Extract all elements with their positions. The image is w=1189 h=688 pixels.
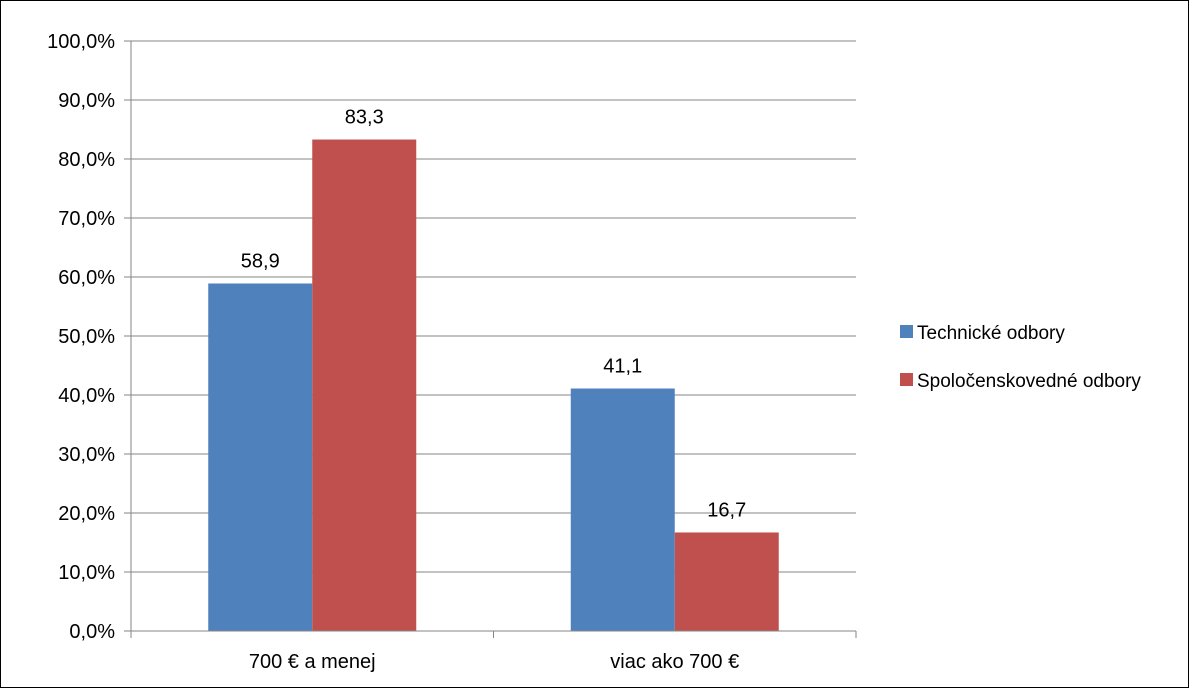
y-tick-label: 30,0% [58, 444, 115, 466]
y-tick-label: 40,0% [58, 385, 115, 407]
legend-label: Technické odbory [917, 323, 1065, 344]
bar [208, 283, 313, 631]
x-tick-label: 700 € a menej [249, 651, 376, 673]
data-label: 16,7 [707, 499, 746, 521]
bar [312, 139, 417, 631]
legend-label: Spoločenskovedné odbory [917, 371, 1141, 392]
bar [674, 532, 779, 631]
legend-swatch [900, 325, 913, 338]
axes: 0,0% 10,0% 20,0% 30,0% 40,0% 50,0% 60,0% 70,0% 8… [47, 31, 857, 673]
y-tick-label: 50,0% [58, 326, 115, 348]
x-tick-label: viac ako 700 € [610, 651, 739, 673]
data-label: 41,1 [603, 356, 642, 378]
y-tick-label: 80,0% [58, 149, 115, 171]
y-tick-label: 70,0% [58, 208, 115, 230]
y-tick-label: 0,0% [69, 621, 115, 643]
legend: Technické odbory Spoločenskovedné odbory [900, 323, 1141, 392]
y-tick-label: 90,0% [58, 90, 115, 112]
bars [208, 139, 779, 631]
data-labels: 58,9 83,3 41,1 16,7 [241, 107, 746, 522]
y-tick-label: 10,0% [58, 562, 115, 584]
y-tick-label: 60,0% [58, 267, 115, 289]
data-label: 58,9 [241, 250, 280, 272]
data-label: 83,3 [345, 107, 384, 129]
y-tick-label: 100,0% [47, 31, 115, 53]
y-tick-label: 20,0% [58, 503, 115, 525]
bar [570, 388, 675, 631]
legend-swatch [900, 373, 913, 386]
